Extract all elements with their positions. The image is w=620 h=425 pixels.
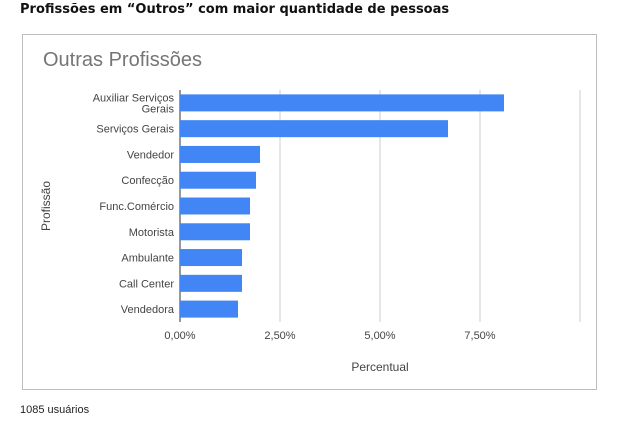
chart-title: Outras Profissões (43, 49, 202, 71)
x-tick-label-3: 7,50% (464, 330, 495, 342)
bar-5 (180, 223, 250, 241)
bar-chart-plot: Auxiliar Serviços Gerais Serviços Gerais Ve… (39, 90, 581, 374)
category-label-6: Ambulante (121, 253, 174, 265)
bar-6 (180, 249, 242, 267)
category-label-7: Call Center (119, 278, 174, 290)
category-label-0: Auxiliar Serviços Gerais (93, 92, 175, 115)
x-axis-title: Percentual (351, 360, 408, 374)
chart-container: Outras Profissões Auxiliar Serviços Gerai… (22, 34, 597, 390)
category-label-5: Motorista (129, 227, 175, 239)
x-tick-label-1: 2,50% (264, 330, 295, 342)
bar-3 (180, 171, 256, 189)
bar-2 (180, 145, 260, 163)
category-label-2: Vendedor (127, 149, 174, 161)
y-axis-title: Profissão (39, 181, 53, 231)
x-tick-label-0: 0,00% (164, 330, 195, 342)
category-label-8: Vendedora (121, 304, 175, 316)
category-label-1: Serviços Gerais (96, 124, 174, 136)
x-tick-label-2: 5,00% (364, 330, 395, 342)
bar-1 (180, 120, 448, 138)
bar-4 (180, 197, 250, 215)
category-label-3: Confecção (121, 175, 174, 187)
bar-0 (180, 94, 504, 112)
bar-7 (180, 274, 242, 292)
bar-8 (180, 300, 238, 318)
user-count-note: 1085 usuários (20, 404, 90, 416)
category-label-4: Func.Comércio (99, 201, 174, 213)
page-heading: Profissões em “Outros” com maior quantid… (20, 2, 450, 17)
